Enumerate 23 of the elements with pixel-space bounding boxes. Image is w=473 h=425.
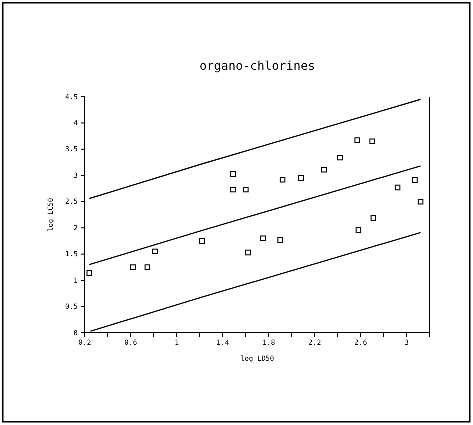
- point: [199, 238, 206, 244]
- point: [152, 248, 158, 255]
- point: [298, 175, 304, 182]
- point: [230, 171, 236, 177]
- point: [243, 186, 249, 193]
- point: [260, 236, 266, 242]
- point: [86, 270, 92, 276]
- chart-title: organo-chlorines: [200, 59, 316, 73]
- point: [337, 154, 344, 161]
- point: [230, 186, 236, 193]
- point: [321, 167, 328, 173]
- point: [354, 138, 360, 144]
- point: [418, 199, 424, 205]
- point: [370, 215, 376, 221]
- point: [394, 184, 401, 191]
- point: [245, 250, 252, 256]
- point: [130, 264, 136, 270]
- point: [356, 227, 362, 234]
- point: [278, 237, 284, 244]
- point: [412, 178, 418, 184]
- point: [144, 264, 151, 270]
- point: [280, 177, 286, 183]
- point: [370, 138, 376, 144]
